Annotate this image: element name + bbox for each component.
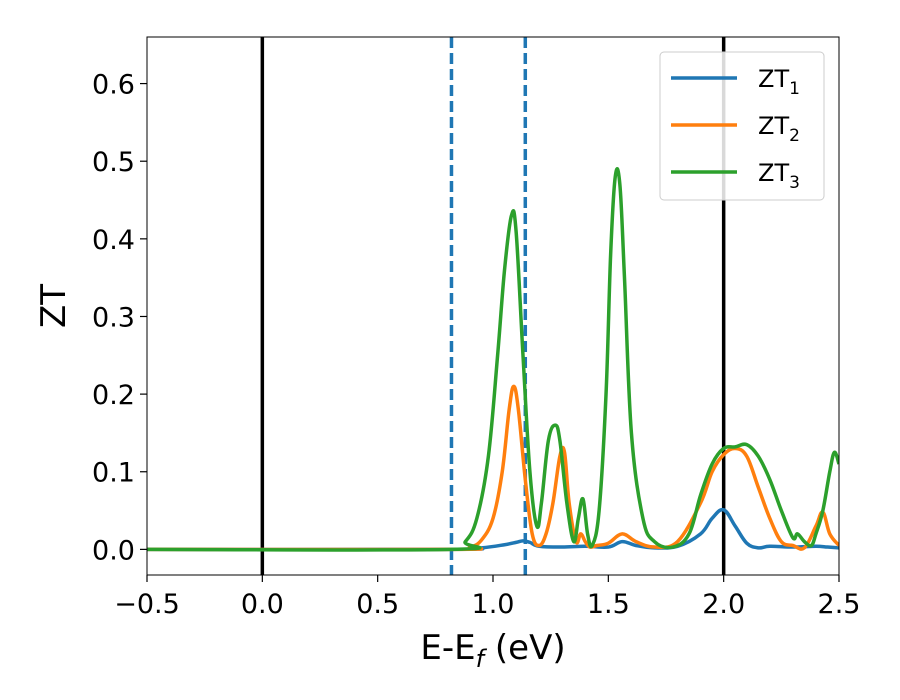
x-tick-label: 2.0 [702, 589, 745, 620]
x-tick-label: −0.5 [114, 589, 180, 620]
x-axis-ticks: −0.5 0.0 0.5 1.0 1.5 2.0 2.5 [114, 575, 860, 620]
series-line-zt1 [147, 507, 839, 552]
legend-label-zt1: ZT1 [758, 65, 800, 99]
x-tick-label: 0.5 [356, 589, 399, 620]
x-tick-label: 2.5 [818, 589, 861, 620]
series-lines [147, 167, 839, 552]
x-axis-title-unit: (eV) [484, 628, 566, 668]
legend-box [659, 51, 825, 201]
y-tick-label: 0.0 [92, 535, 135, 566]
y-tick-label: 0.3 [92, 302, 135, 333]
series-line-zt2 [147, 384, 839, 552]
y-tick-label: 0.1 [92, 458, 135, 489]
y-tick-label: 0.5 [92, 147, 135, 178]
x-tick-label: 1.0 [472, 589, 515, 620]
reference-lines [260, 37, 726, 575]
y-tick-label: 0.6 [92, 70, 135, 101]
series-line-zt3 [147, 167, 839, 552]
x-axis-title-main: E-E [420, 628, 475, 668]
legend-label-zt2: ZT2 [758, 112, 800, 146]
legend: ZT1 ZT2 ZT3 [659, 51, 825, 201]
x-axis-title: E-Ef (eV) [420, 628, 565, 673]
legend-label-zt3: ZT3 [758, 159, 800, 193]
x-tick-label: 1.5 [587, 589, 630, 620]
y-axis-title: ZT [34, 284, 74, 328]
y-axis-ticks: 0.0 0.1 0.2 0.3 0.4 0.5 0.6 [92, 70, 147, 566]
y-tick-label: 0.2 [92, 380, 135, 411]
x-tick-label: 0.0 [241, 589, 284, 620]
y-tick-label: 0.4 [92, 225, 135, 256]
